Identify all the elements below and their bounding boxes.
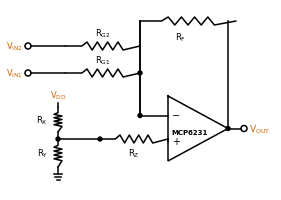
Text: MCP6231: MCP6231 bbox=[172, 130, 208, 136]
Text: R$_{\mathsf{F}}$: R$_{\mathsf{F}}$ bbox=[175, 32, 185, 44]
Circle shape bbox=[138, 72, 142, 76]
Text: R$_{\mathsf{G2}}$: R$_{\mathsf{G2}}$ bbox=[95, 27, 110, 40]
Text: V$_{\mathsf{IN2}}$: V$_{\mathsf{IN2}}$ bbox=[6, 41, 23, 53]
Text: −: − bbox=[172, 111, 180, 121]
Text: V$_{\mathsf{IN1}}$: V$_{\mathsf{IN1}}$ bbox=[6, 67, 23, 80]
Circle shape bbox=[98, 137, 102, 141]
Circle shape bbox=[226, 127, 230, 131]
Circle shape bbox=[56, 137, 60, 141]
Text: V$_{\mathsf{DD}}$: V$_{\mathsf{DD}}$ bbox=[50, 89, 66, 101]
Circle shape bbox=[138, 114, 142, 118]
Text: R$_{\mathsf{G1}}$: R$_{\mathsf{G1}}$ bbox=[95, 54, 110, 67]
Text: V$_{\mathsf{OUT}}$: V$_{\mathsf{OUT}}$ bbox=[249, 123, 271, 135]
Text: R$_{\mathsf{X}}$: R$_{\mathsf{X}}$ bbox=[36, 114, 48, 126]
Text: +: + bbox=[172, 137, 180, 147]
Text: R$_{\mathsf{Z}}$: R$_{\mathsf{Z}}$ bbox=[128, 147, 140, 160]
Text: R$_{\mathsf{Y}}$: R$_{\mathsf{Y}}$ bbox=[37, 147, 48, 159]
